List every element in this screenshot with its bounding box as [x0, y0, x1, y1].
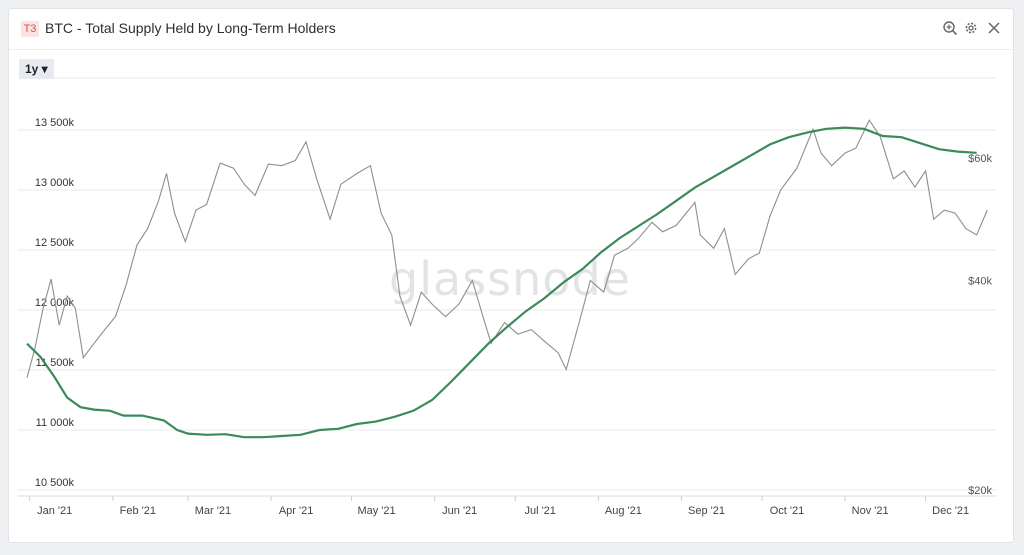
time-range-button[interactable]: 1y ▾ — [19, 59, 54, 79]
x-tick-label: Jun '21 — [442, 505, 477, 517]
x-tick-label: Jul '21 — [524, 505, 555, 517]
y-tick-label: 13 500k — [35, 117, 75, 129]
supply-line — [26, 126, 977, 439]
y2-tick-label: $20k — [968, 485, 992, 497]
watermark: glassnode — [389, 252, 631, 306]
x-axis: Jan '21 Feb '21 Mar '21 Apr '21 May '21 Jun '… — [18, 495, 996, 517]
y-tick-label: 11 000k — [36, 417, 75, 429]
gear-icon[interactable] — [963, 20, 979, 36]
chart-card: T3 BTC - Total Supply Held by Long-Term … — [8, 8, 1014, 543]
x-tick-label: Aug '21 — [605, 505, 642, 517]
y-tick-label: 11 500k — [36, 357, 75, 369]
x-tick-label: Dec '21 — [932, 505, 969, 517]
x-tick-label: Oct '21 — [770, 505, 805, 517]
x-tick-label: Jan '21 — [37, 505, 72, 517]
y-tick-label: 12 500k — [35, 237, 75, 249]
y-tick-label: 10 500k — [35, 477, 75, 489]
x-tick-label: Nov '21 — [852, 505, 889, 517]
price-line — [26, 119, 988, 378]
x-tick-label: Mar '21 — [195, 505, 231, 517]
x-tick-label: Sep '21 — [688, 505, 725, 517]
y2-tick-label: $60k — [968, 153, 992, 165]
x-tick-label: May '21 — [357, 505, 395, 517]
chart-header: T3 BTC - Total Supply Held by Long-Term … — [9, 9, 1013, 50]
grid — [18, 77, 996, 491]
y2-tick-label: $40k — [968, 276, 992, 288]
tier-badge: T3 — [21, 21, 39, 37]
zoom-icon[interactable] — [942, 20, 958, 36]
y-tick-label: 13 000k — [35, 177, 75, 189]
y-axis-right: $20k $40k $60k — [968, 153, 992, 497]
x-tick-label: Apr '21 — [279, 505, 314, 517]
chart-title: BTC - Total Supply Held by Long-Term Hol… — [45, 20, 336, 36]
x-tick-label: Feb '21 — [120, 505, 156, 517]
close-icon[interactable] — [986, 20, 1002, 36]
